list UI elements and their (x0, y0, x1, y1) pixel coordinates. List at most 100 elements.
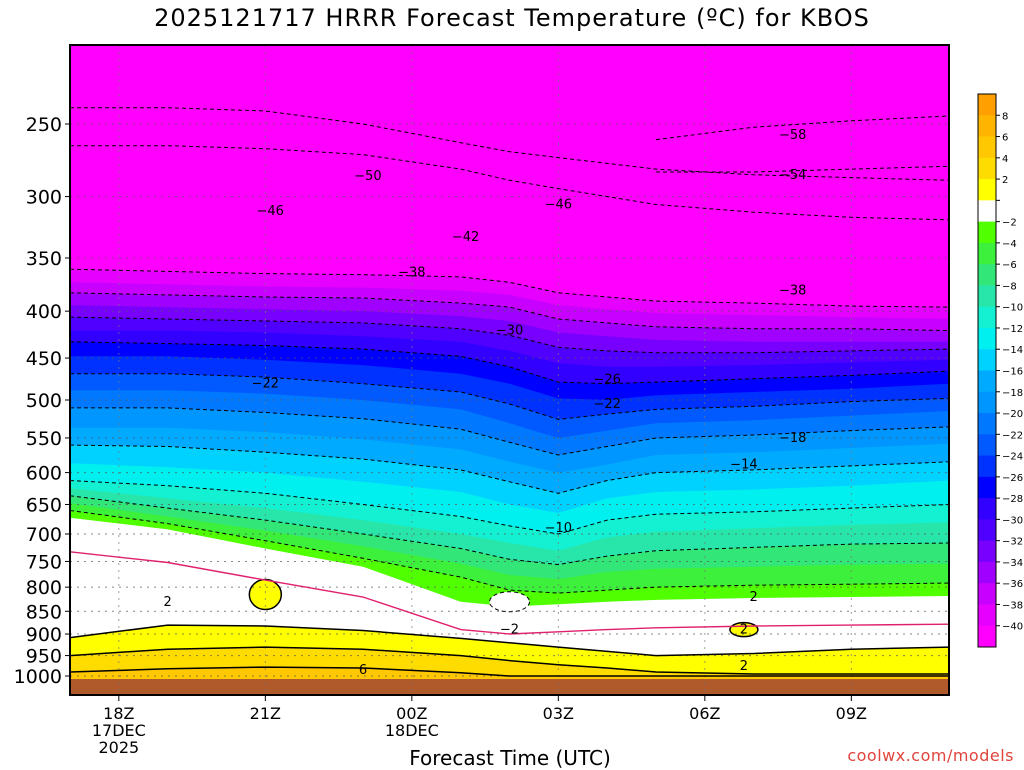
isotherm-label: −46 (545, 197, 572, 212)
y-tick-label: 1000 (14, 666, 62, 688)
isotherm-line (70, 341, 949, 385)
source-credit-link[interactable]: coolwx.com/models (847, 746, 1014, 765)
colorbar-swatch (978, 264, 996, 286)
isotherm-contours (70, 107, 949, 677)
colorbar-swatch (978, 604, 996, 627)
y-tick-label: 850 (26, 601, 62, 623)
x-tick-label: 17DEC (92, 721, 146, 740)
colorbar-label: 4 (1002, 154, 1008, 165)
colorbar-label: −18 (1002, 388, 1023, 399)
colorbar-label: −22 (1002, 430, 1023, 441)
x-tick-label: 2025 (98, 738, 139, 757)
colorbar-swatch (978, 498, 996, 520)
isotherm-label: −22 (252, 377, 279, 392)
isotherm-label: −18 (779, 431, 806, 446)
isotherm-label: 6 (359, 663, 367, 678)
y-tick-label: 650 (26, 494, 62, 516)
colorbar-label: −4 (1002, 239, 1017, 250)
isotherm-label: 2 (740, 623, 748, 638)
colorbar-swatch (978, 455, 996, 478)
colorbar-swatch (978, 200, 996, 223)
isotherm-label: −38 (779, 284, 806, 299)
colorbar-label: −40 (1002, 622, 1023, 633)
colorbar-swatch (978, 540, 996, 563)
colorbar-legend: 8 6 4 2 −2 −4 −6 −8 −10 −12 −14 −16 −18 −20 −22 −24 −26 −… (977, 93, 1023, 648)
colorbar-label: −12 (1002, 324, 1023, 335)
isotherm-label: −26 (593, 373, 620, 388)
isotherm-line (70, 510, 949, 594)
isotherm-line (70, 292, 949, 332)
colorbar-label: −38 (1002, 600, 1023, 611)
y-tick-label: 450 (26, 348, 62, 370)
colorbar-label: −28 (1002, 494, 1023, 505)
y-tick-label: 800 (26, 577, 62, 599)
isotherm-label: −54 (779, 168, 806, 183)
isotherm-label: −42 (452, 230, 479, 245)
colorbar-swatch (978, 349, 996, 371)
isotherm-label: −22 (593, 397, 620, 412)
freezing-line (70, 551, 949, 635)
isotherm-label: 2 (740, 659, 748, 674)
x-tick-label: 00Z (396, 704, 427, 723)
colorbar-label: −34 (1002, 558, 1023, 569)
colorbar-swatch (978, 519, 996, 542)
x-tick-label: 18Z (103, 704, 134, 723)
x-tick-label: 03Z (543, 704, 574, 723)
colorbar-swatch (978, 625, 996, 648)
isotherm-line-warm (70, 646, 949, 675)
colorbar-label: −30 (1002, 515, 1023, 526)
colorbar-swatch (978, 413, 996, 435)
x-tick-label: 18DEC (385, 721, 439, 740)
colorbar-label: −32 (1002, 537, 1023, 548)
isotherm-line (70, 268, 949, 308)
colorbar-label: −10 (1002, 303, 1023, 314)
colorbar-swatch (978, 370, 996, 393)
isotherm-label: −10 (545, 521, 572, 536)
isotherm-label: 2 (750, 590, 758, 605)
isotherm-label: 2 (164, 595, 172, 610)
x-axis-label: Forecast Time (UTC) (409, 746, 611, 770)
isotherm-label: −14 (730, 458, 757, 473)
isotherm-label: −58 (779, 128, 806, 143)
colorbar-label: −14 (1002, 345, 1023, 356)
colorbar-label: −20 (1002, 409, 1023, 420)
isotherm-label: −38 (398, 265, 425, 280)
pressure-axis: 2503003504004505005506006507007508008509… (14, 114, 70, 688)
y-tick-label: 350 (26, 248, 62, 270)
isotherm-label: −46 (256, 204, 283, 219)
isotherm-line-warm (70, 624, 949, 657)
colorbar-label: −16 (1002, 367, 1023, 378)
colorbar-swatch (978, 327, 996, 350)
colorbar-swatch (978, 476, 996, 499)
colorbar-swatch (978, 306, 996, 329)
x-tick-label: 21Z (250, 704, 281, 723)
colorbar-swatch (978, 561, 996, 584)
y-tick-label: 700 (26, 524, 62, 546)
isotherm-line-warm (70, 666, 949, 677)
colorbar-swatch (978, 583, 996, 605)
colorbar-label: −36 (1002, 579, 1023, 590)
colorbar-swatch (978, 136, 996, 159)
temperature-fill (70, 45, 949, 695)
colorbar-label: −6 (1002, 260, 1017, 271)
y-tick-label: 550 (26, 428, 62, 450)
colorbar-label: 8 (1002, 111, 1008, 122)
isotherm-line (655, 115, 949, 141)
y-tick-label: 600 (26, 463, 62, 485)
colorbar-swatch (978, 179, 996, 201)
colorbar-swatch (978, 94, 996, 116)
y-tick-label: 750 (26, 551, 62, 573)
white-pocket (489, 591, 530, 613)
x-tick-label: 06Z (689, 704, 720, 723)
y-tick-label: 300 (26, 187, 62, 209)
colorbar-label: −8 (1002, 281, 1017, 292)
colorbar-label: 6 (1002, 133, 1008, 144)
colorbar-swatch (978, 391, 996, 414)
colorbar-swatch (978, 434, 996, 457)
colorbar-swatch (978, 157, 996, 180)
colorbar-swatch (978, 115, 996, 138)
colorbar-swatch (978, 221, 996, 244)
plot-frame (69, 44, 950, 696)
